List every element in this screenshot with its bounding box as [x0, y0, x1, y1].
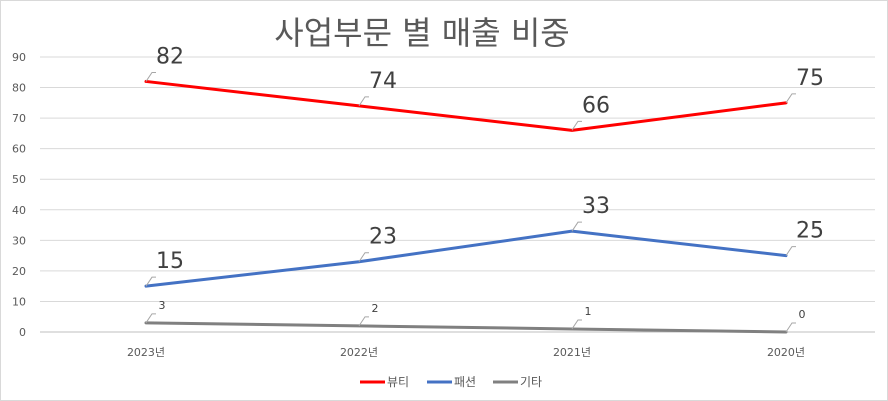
- y-tick-label: 70: [12, 112, 26, 125]
- y-tick-label: 20: [12, 265, 26, 278]
- y-tick-label: 50: [12, 173, 26, 186]
- leader-line: [145, 71, 156, 82]
- leader-line: [571, 120, 582, 131]
- x-tick-label: 2023년: [127, 346, 165, 359]
- data-label: 75: [796, 66, 824, 91]
- data-label: 23: [369, 225, 397, 250]
- data-label: 25: [796, 219, 824, 244]
- data-label: 15: [156, 249, 184, 274]
- y-tick-label: 30: [12, 234, 26, 247]
- data-label: 33: [582, 194, 610, 219]
- data-label: 2: [372, 302, 379, 315]
- y-tick-label: 10: [12, 295, 26, 308]
- x-tick-label: 2022년: [340, 346, 378, 359]
- gridlines: [40, 56, 875, 333]
- y-axis: 0 10 20 30 40 50 60 70 80 90: [12, 51, 26, 339]
- leader-line: [785, 93, 796, 104]
- leader-line: [571, 319, 582, 330]
- y-tick-label: 40: [12, 204, 26, 217]
- leader-line: [358, 252, 369, 262]
- x-tick-label: 2020년: [767, 346, 805, 359]
- leader-line: [785, 246, 796, 256]
- leader-line: [785, 322, 796, 333]
- chart-title: 사업부문 별 매출 비중: [274, 14, 569, 52]
- legend-label: 패션: [454, 375, 476, 389]
- leader-line: [571, 221, 582, 232]
- data-label: 3: [159, 299, 166, 312]
- data-label: 0: [799, 308, 806, 321]
- x-tick-label: 2021년: [553, 346, 591, 359]
- data-label: 82: [156, 44, 184, 69]
- data-label: 1: [585, 305, 592, 318]
- leader-line: [358, 316, 369, 327]
- data-labels: 82 74 66 75 15 23 33 25 3 2 1 0: [145, 44, 824, 333]
- y-tick-label: 60: [12, 143, 26, 156]
- leader-line: [358, 96, 369, 107]
- series-line-0: [144, 79, 788, 132]
- leader-line: [145, 276, 156, 287]
- series-line-1: [144, 229, 788, 288]
- leader-line: [145, 313, 156, 324]
- y-tick-label: 90: [12, 51, 26, 64]
- legend[interactable]: 뷰티 패션 기타: [360, 375, 542, 389]
- data-label: 66: [582, 93, 610, 118]
- series-group: [144, 79, 788, 334]
- data-label: 74: [369, 69, 397, 94]
- series-line-2: [144, 321, 788, 334]
- y-tick-label: 80: [12, 82, 26, 95]
- y-tick-label: 0: [19, 326, 26, 339]
- legend-label: 뷰티: [387, 375, 409, 389]
- legend-label: 기타: [520, 375, 542, 389]
- x-axis: 2023년 2022년 2021년 2020년: [127, 346, 805, 359]
